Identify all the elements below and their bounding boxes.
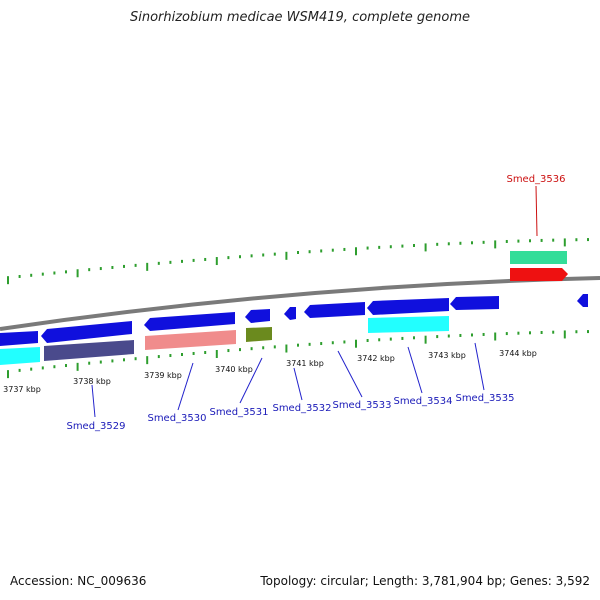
feature-cds-3535[interactable] <box>450 296 499 310</box>
gene-label-smed-3530[interactable]: Smed_3530 <box>147 413 206 424</box>
gene-label-smed-3529[interactable]: Smed_3529 <box>66 421 125 432</box>
feature-gene-3534[interactable] <box>368 316 449 333</box>
label-leader-lines <box>91 185 538 418</box>
leader-3533 <box>337 350 363 398</box>
feature-gene-3529b[interactable] <box>44 340 134 361</box>
feature-gene-3531[interactable] <box>246 327 272 342</box>
feature-cds-3534[interactable] <box>367 298 449 315</box>
feature-gene-3530[interactable] <box>145 330 236 350</box>
feature-cds-3531[interactable] <box>245 309 270 323</box>
scale-label: 3742 kbp <box>357 354 395 363</box>
scale-label: 3739 kbp <box>144 371 182 380</box>
gene-label-smed-3536[interactable]: Smed_3536 <box>506 174 565 185</box>
leader-3534 <box>407 346 423 394</box>
feature-cds-3530[interactable] <box>144 312 235 331</box>
gene-label-smed-3532[interactable]: Smed_3532 <box>272 403 331 414</box>
scale-label: 3741 kbp <box>286 359 324 368</box>
leader-3530 <box>177 362 194 411</box>
gene-label-smed-3535[interactable]: Smed_3535 <box>455 393 514 404</box>
gene-label-smed-3531[interactable]: Smed_3531 <box>209 407 268 418</box>
map-title: Sinorhizobium medicae WSM419, complete g… <box>129 10 471 25</box>
leader-3532 <box>293 367 303 401</box>
feature-cds-3532[interactable] <box>284 307 296 320</box>
scale-label: 3744 kbp <box>499 349 537 358</box>
feature-cds-3529a[interactable] <box>0 331 38 346</box>
feature-cds-3533[interactable] <box>304 302 365 318</box>
leader-3529 <box>91 384 96 418</box>
feature-cds-3529b[interactable] <box>41 321 132 343</box>
feature-gene-3536[interactable] <box>510 251 567 264</box>
scale-label: 3738 kbp <box>73 377 111 386</box>
scale-label: 3737 kbp <box>3 385 41 394</box>
leader-3536 <box>535 185 538 237</box>
genome-backbone <box>0 276 600 331</box>
genome-summary-label: Topology: circular; Length: 3,781,904 bp… <box>260 574 590 588</box>
feature-gene-3529a[interactable] <box>0 347 40 365</box>
inner-tick-marks <box>7 330 589 379</box>
gene-label-smed-3534[interactable]: Smed_3534 <box>393 396 452 407</box>
leader-3531 <box>239 357 263 404</box>
feature-cds-edge[interactable] <box>577 294 588 307</box>
feature-cds-3536[interactable] <box>510 268 568 281</box>
accession-label: Accession: NC_009636 <box>10 574 147 588</box>
scale-label: 3740 kbp <box>215 365 253 374</box>
leader-3535 <box>474 342 485 391</box>
gene-label-smed-3533[interactable]: Smed_3533 <box>332 400 391 411</box>
outer-tick-marks <box>7 238 589 285</box>
scale-label: 3743 kbp <box>428 351 466 360</box>
